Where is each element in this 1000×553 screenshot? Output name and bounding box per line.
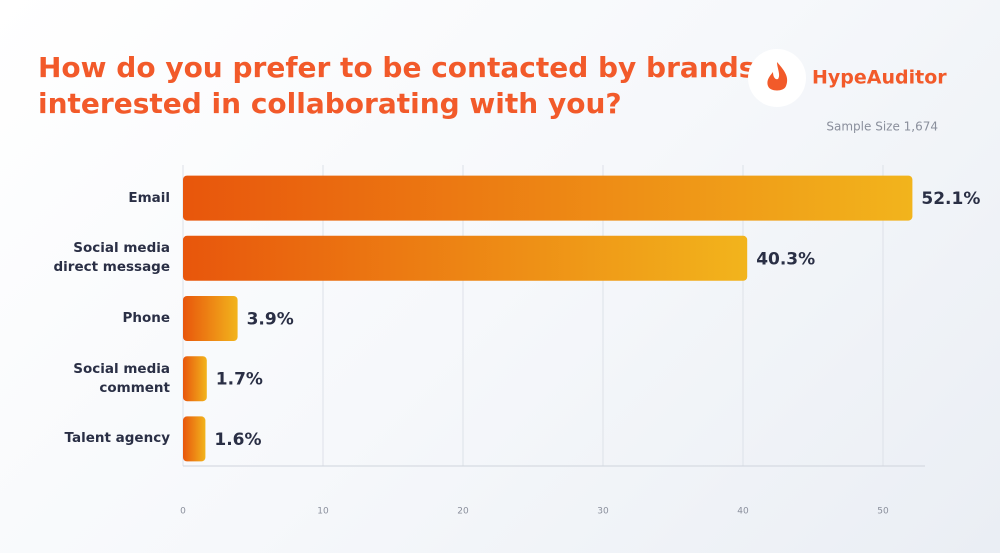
bar (183, 416, 206, 462)
category-label: Email (128, 189, 170, 206)
bar (183, 175, 913, 221)
value-label: 3.9% (247, 310, 294, 330)
brand-name: HypeAuditor (812, 67, 947, 89)
value-label: 1.7% (216, 370, 263, 390)
logo-badge (748, 49, 806, 107)
bar (183, 235, 748, 281)
x-tick-label: 0 (180, 507, 186, 517)
x-tick-label: 10 (317, 507, 329, 517)
category-label: Phone (122, 310, 170, 326)
value-label: 40.3% (756, 249, 815, 269)
x-tick-label: 50 (877, 507, 889, 517)
x-tick-label: 20 (457, 507, 469, 517)
category-label: Social media comment (73, 360, 170, 396)
value-label: 52.1% (921, 189, 980, 209)
value-label: 1.6% (214, 430, 261, 450)
chart-title: How do you prefer to be contacted by bra… (38, 51, 756, 120)
x-tick-label: 30 (597, 507, 609, 517)
category-label: Talent agency (64, 430, 170, 447)
category-label: Social media direct message (53, 240, 170, 276)
logo-flame (767, 62, 788, 91)
x-tick-label: 40 (737, 507, 749, 517)
bar (183, 356, 207, 402)
chart-subtitle: Sample Size 1,674 (826, 120, 938, 134)
bar (183, 296, 238, 341)
